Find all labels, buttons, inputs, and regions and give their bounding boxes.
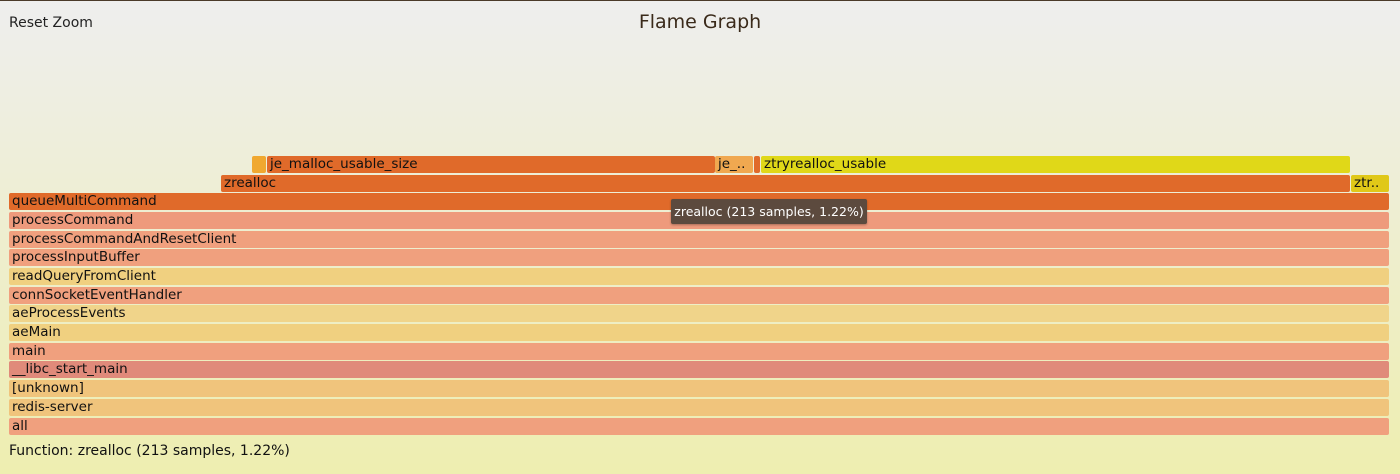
frame-readqueryfromclient[interactable]: readQueryFromClient [9, 268, 1389, 285]
frame-tooltip: zrealloc (213 samples, 1.22%) [671, 199, 867, 224]
frame-ztr-truncated[interactable]: ztr.. [1351, 175, 1389, 192]
frame-zrealloc[interactable]: zrealloc [221, 175, 1350, 192]
frame-aemain[interactable]: aeMain [9, 324, 1389, 341]
page-title: Flame Graph [638, 11, 762, 33]
frame-je-truncated[interactable]: je_.. [715, 156, 753, 173]
frame-aeprocessevents[interactable]: aeProcessEvents [9, 305, 1389, 322]
frame-main[interactable]: main [9, 343, 1389, 360]
top-border [0, 0, 1400, 1]
function-details: Function: zrealloc (213 samples, 1.22%) [9, 443, 290, 459]
frame-redis-server[interactable]: redis-server [9, 399, 1389, 416]
frame-all[interactable]: all [9, 418, 1389, 435]
frame-ztryrealloc-usable[interactable]: ztryrealloc_usable [761, 156, 1350, 173]
frame-unknown[interactable]: [unknown] [9, 380, 1389, 397]
frame-processcommandandresetclient[interactable]: processCommandAndResetClient [9, 231, 1389, 248]
frame-processinputbuffer[interactable]: processInputBuffer [9, 249, 1389, 266]
frame-connsocketeventhandler[interactable]: connSocketEventHandler [9, 287, 1389, 304]
frame-tiny-unlabeled[interactable] [754, 156, 760, 173]
frame-je-malloc-usable-size[interactable]: je_malloc_usable_size [267, 156, 715, 173]
frame-small-unlabeled[interactable] [252, 156, 266, 173]
frame-libc-start-main[interactable]: __libc_start_main [9, 361, 1389, 378]
reset-zoom-button[interactable]: Reset Zoom [9, 15, 93, 31]
